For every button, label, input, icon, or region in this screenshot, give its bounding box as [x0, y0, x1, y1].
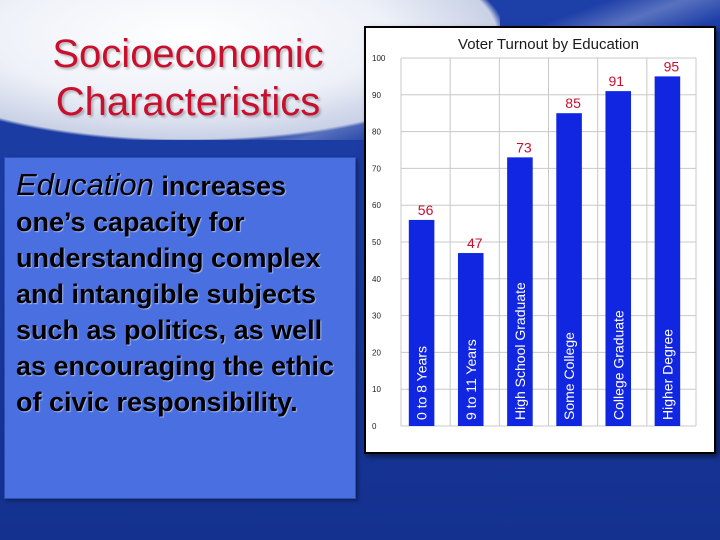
y-tick-label: 70 — [372, 164, 381, 173]
body-text: Education increases one’s capacity for un… — [16, 167, 356, 420]
y-tick-label: 10 — [372, 385, 381, 394]
category-label: Some College — [561, 332, 577, 420]
y-tick-label: 60 — [372, 201, 381, 210]
bar-chart: Voter Turnout by Education 0 10 20 30 40 50 60 7… — [372, 36, 697, 431]
y-tick-label: 30 — [372, 312, 381, 321]
bar — [654, 76, 681, 427]
category-label: Higher Degree — [659, 329, 675, 420]
bar — [408, 219, 435, 426]
chart-title: Voter Turnout by Education — [458, 36, 639, 53]
y-tick-label: 40 — [372, 275, 381, 284]
y-tick-label: 100 — [372, 54, 386, 63]
body-emphasis: Education — [16, 167, 154, 202]
data-label: 95 — [664, 58, 680, 74]
text-box — [4, 157, 356, 499]
y-tick-label: 0 — [372, 422, 377, 431]
category-label: 0 to 8 Years — [414, 346, 430, 420]
y-tick-label: 50 — [372, 238, 381, 247]
bar — [507, 157, 533, 427]
slide-title: Socioeconomic Characteristics — [18, 30, 358, 126]
y-tick-label: 20 — [372, 348, 381, 357]
body-lead: increases — [153, 171, 286, 201]
bar — [605, 91, 632, 426]
data-label: 56 — [418, 202, 434, 218]
category-label: High School Graduate — [512, 282, 528, 420]
data-label: 73 — [516, 139, 532, 155]
bar — [457, 253, 484, 426]
data-label: 85 — [565, 95, 581, 111]
bar — [556, 113, 582, 426]
title-line-1: Socioeconomic — [52, 32, 324, 76]
chart-panel: Voter Turnout by Education 0 10 20 30 40 50 60 7… — [364, 26, 716, 454]
data-label: 91 — [608, 73, 624, 89]
title-line-2: Characteristics — [55, 80, 321, 124]
body-rest: one’s capacity for understanding complex… — [16, 207, 335, 417]
data-label: 47 — [467, 235, 483, 251]
y-tick-label: 90 — [372, 91, 381, 100]
category-label: 9 to 11 Years — [463, 339, 479, 420]
category-label: College Graduate — [610, 310, 626, 420]
y-tick-label: 80 — [372, 128, 381, 137]
